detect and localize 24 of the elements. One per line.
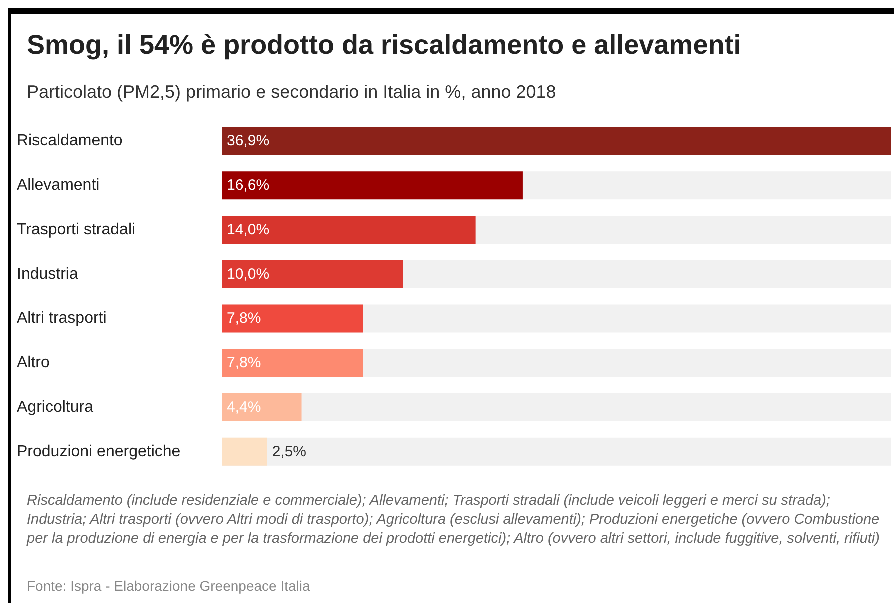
chart-title: Smog, il 54% è prodotto da riscaldamento e allevamenti <box>27 30 742 61</box>
bar <box>222 393 302 422</box>
chart-subtitle: Particolato (PM2,5) primario e secondario in Italia in %, anno 2018 <box>27 82 556 103</box>
y-tick-label: Agricoltura <box>17 398 94 416</box>
data-label: 10,0% <box>227 266 270 283</box>
y-tick-label: Industria <box>17 266 78 283</box>
y-tick-label: Riscaldamento <box>17 132 123 150</box>
y-tick-label: Allevamenti <box>17 177 100 194</box>
data-label: 16,6% <box>227 177 270 194</box>
data-label: 7,8% <box>227 310 262 328</box>
data-label: 7,8% <box>227 354 262 372</box>
data-label: 2,5% <box>272 443 307 460</box>
data-label: 14,0% <box>227 221 270 238</box>
text: Riscaldamento (include residenziale e commerciale); Allevamenti; Trasporti stradali (include veicoli leggeri e merci su strada); Industria; Altri trasporti (ovvero Altri modi di trasporto); Agricoltura (esclusi allevamenti); Produzioni energetiche (ovvero Combustione per la produzione di energia e per la trasformazione dei prodotti energetici); Altro (ovvero altri settori, include fuggitive, solventi, rifiuti) <box>27 492 881 549</box>
bar <box>222 304 364 333</box>
source-note: Fonte: Ispra - Elaborazione Greenpeace Italia <box>27 578 310 594</box>
y-tick-label: Altro <box>17 354 50 372</box>
data-label: 36,9% <box>227 132 270 150</box>
y-tick-label: Altri trasporti <box>17 310 107 328</box>
bar <box>222 349 364 378</box>
data-label: 4,4% <box>227 398 262 416</box>
bar <box>222 438 268 466</box>
y-tick-label: Trasporti stradali <box>17 221 136 238</box>
y-tick-label: Produzioni energetiche <box>17 443 181 460</box>
